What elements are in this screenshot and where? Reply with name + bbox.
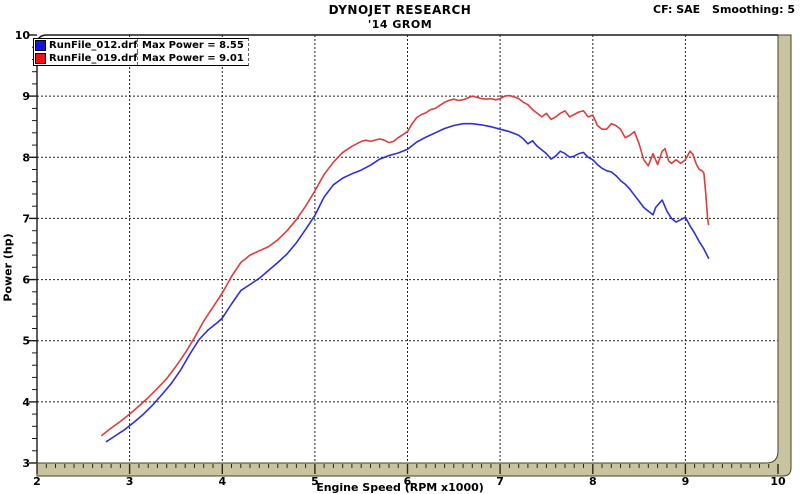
y-axis-label: Power (hp) xyxy=(1,233,15,302)
svg-text:7: 7 xyxy=(22,212,30,225)
legend-box: RunFile_012.drf Max Power = 8.55 RunFile… xyxy=(33,38,249,66)
svg-text:8: 8 xyxy=(589,475,597,488)
legend-row: RunFile_012.drf Max Power = 8.55 xyxy=(34,39,248,52)
svg-text:6: 6 xyxy=(404,475,412,488)
svg-text:2: 2 xyxy=(33,475,41,488)
smoothing-label: Smoothing: 5 xyxy=(712,3,795,16)
series-color-chip-blue xyxy=(35,40,46,51)
chart-title: DYNOJET RESEARCH xyxy=(328,3,472,17)
legend-max-power: Max Power = 8.55 xyxy=(137,39,248,52)
svg-text:9: 9 xyxy=(22,90,30,103)
svg-text:10: 10 xyxy=(770,475,786,488)
x-axis-label: Engine Speed (RPM x1000) xyxy=(316,481,484,494)
legend-series-name: RunFile_012.drf xyxy=(49,40,137,51)
svg-text:10: 10 xyxy=(15,29,31,42)
svg-text:4: 4 xyxy=(22,396,30,409)
legend-max-power: Max Power = 9.01 xyxy=(137,52,248,65)
legend-series-name: RunFile_019.drf xyxy=(49,53,137,64)
svg-text:6: 6 xyxy=(22,274,30,287)
legend-row: RunFile_019.drf Max Power = 9.01 xyxy=(34,52,248,65)
svg-text:8: 8 xyxy=(22,151,30,164)
svg-text:9: 9 xyxy=(682,475,690,488)
series-color-chip-red xyxy=(35,53,46,64)
chart-subtitle: '14 GROM xyxy=(367,18,433,31)
svg-text:4: 4 xyxy=(218,475,226,488)
correction-smoothing-info: CF: SAE Smoothing: 5 xyxy=(645,3,795,16)
svg-text:5: 5 xyxy=(22,335,30,348)
svg-text:7: 7 xyxy=(496,475,504,488)
correction-factor-label: CF: SAE xyxy=(653,3,701,16)
svg-text:3: 3 xyxy=(22,457,30,470)
svg-text:5: 5 xyxy=(311,475,319,488)
svg-text:3: 3 xyxy=(126,475,134,488)
